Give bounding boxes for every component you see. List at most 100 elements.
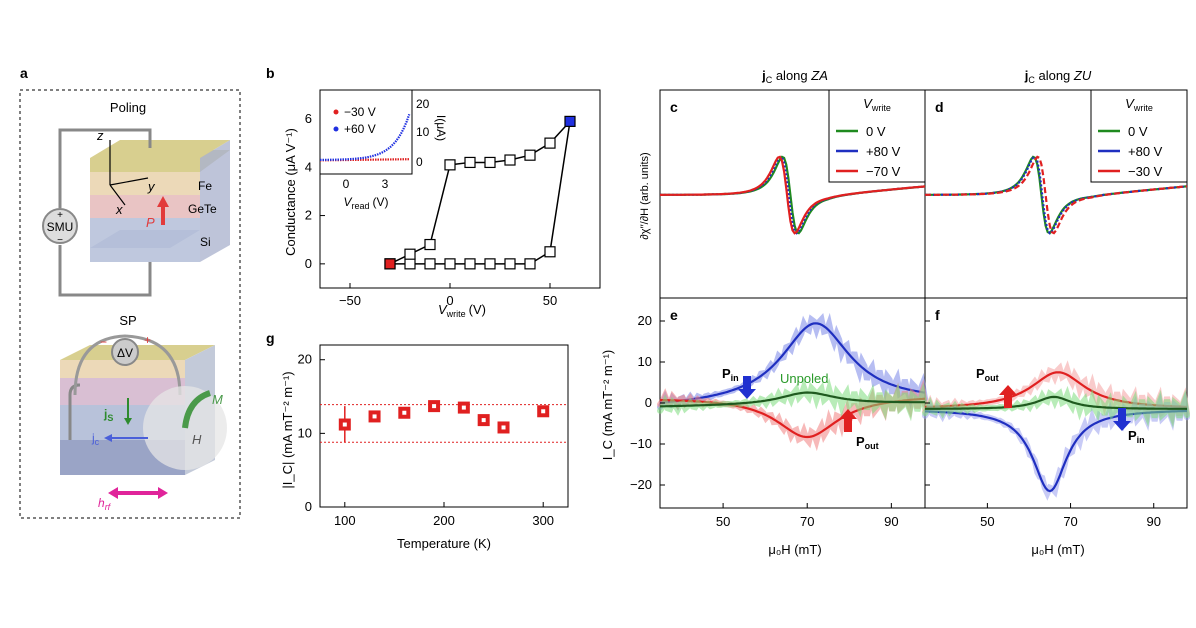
magnetization-arrow bbox=[182, 390, 212, 429]
panel-label-b: b bbox=[266, 65, 275, 81]
inset-ytick-10: 10 bbox=[416, 125, 430, 139]
g-xtick-label: 300 bbox=[532, 513, 554, 528]
panel-b-data bbox=[384, 115, 576, 270]
b-point bbox=[384, 258, 396, 270]
js-label: jS bbox=[103, 407, 113, 423]
b-xtick-label: −50 bbox=[339, 293, 361, 308]
lower-ytick-label: −20 bbox=[630, 477, 652, 492]
b-point bbox=[444, 159, 456, 171]
delta-v-circle bbox=[111, 338, 139, 366]
b-ytick-label: 4 bbox=[305, 159, 312, 174]
legend-c-box bbox=[828, 89, 926, 183]
g-ytick-label: 10 bbox=[298, 425, 312, 440]
panel-a-frame bbox=[19, 89, 241, 519]
smu-minus: − bbox=[57, 235, 63, 246]
legend-d-title: Vwrite bbox=[1125, 96, 1153, 113]
bottom-xtick-label: 70 bbox=[1063, 514, 1077, 529]
b-point bbox=[404, 248, 416, 260]
column-title-za: jC along ZA bbox=[761, 68, 828, 85]
x-axis-line bbox=[109, 184, 126, 206]
inset-legend-red-dot bbox=[333, 109, 339, 115]
panel-b-xlabel: Vwrite (V) bbox=[438, 302, 486, 319]
panel-g-xlabel: Temperature (K) bbox=[397, 536, 491, 551]
g-point-center bbox=[501, 425, 506, 430]
field-h-label: H bbox=[192, 432, 202, 447]
b-point bbox=[404, 258, 416, 270]
bottom-xlabel-e: μ₀H (mT) bbox=[768, 542, 821, 557]
c-curve-70V bbox=[660, 155, 926, 235]
inset-xlabel: Vread (V) bbox=[343, 195, 388, 211]
panel-label-g: g bbox=[266, 330, 275, 346]
b-xtick-label: 50 bbox=[543, 293, 557, 308]
b-ytick-label: 0 bbox=[305, 256, 312, 271]
inset-ylabel: I(μA) bbox=[434, 115, 448, 141]
upper-ylabel: ∂χ′′/∂H (arb. units) bbox=[639, 152, 651, 239]
f-pin-arrow bbox=[1118, 408, 1126, 422]
axis-y-label: y bbox=[147, 179, 156, 194]
bottom-xtick-label: 90 bbox=[1146, 514, 1160, 529]
b-point bbox=[444, 258, 456, 270]
lower-ytick-label: 0 bbox=[645, 395, 652, 410]
inset-ytick-20: 20 bbox=[416, 97, 430, 111]
legend-d-label-2: −30 V bbox=[1128, 164, 1163, 179]
js-arrowhead bbox=[124, 418, 132, 425]
poling-stack bbox=[90, 140, 230, 262]
b-point bbox=[424, 238, 436, 251]
smu-label: SMU bbox=[47, 220, 74, 234]
b-point bbox=[484, 156, 496, 169]
legend-c-label-2: −70 V bbox=[866, 164, 901, 179]
f-pin-label: Pin bbox=[1128, 428, 1145, 445]
panel-b-frame bbox=[319, 89, 601, 289]
y-axis-line bbox=[109, 177, 149, 186]
column-title-zu: jC along ZU bbox=[1024, 68, 1092, 85]
e-pout-arrow bbox=[844, 418, 852, 432]
inset-legend-blue: +60 V bbox=[344, 122, 376, 136]
inset-xtick-3: 3 bbox=[382, 177, 389, 191]
lower-ytick-label: 20 bbox=[638, 313, 652, 328]
smu-wire bbox=[58, 128, 152, 297]
panel-label-f: f bbox=[935, 307, 940, 323]
g-xtick-label: 100 bbox=[334, 513, 356, 528]
axis-z-label: z bbox=[96, 128, 104, 143]
panel-g-ticks: 100 200 300 0 10 20 bbox=[298, 352, 555, 528]
panel-cf-curves bbox=[657, 155, 1190, 501]
g-point-center bbox=[342, 422, 347, 427]
polarization-arrowhead bbox=[157, 196, 169, 207]
g-point-center bbox=[541, 409, 546, 414]
sp-plus: + bbox=[144, 333, 151, 347]
sp-wire bbox=[73, 334, 182, 396]
f-pout-arrow bbox=[1004, 394, 1012, 408]
panel-g-data bbox=[320, 400, 568, 443]
b-point bbox=[464, 258, 476, 270]
g-ytick-label: 0 bbox=[305, 499, 312, 514]
legend-d-label-0: 0 V bbox=[1128, 124, 1148, 139]
sp-minus: − bbox=[100, 335, 107, 349]
b-point bbox=[504, 154, 516, 166]
e-unpoled-label: Unpoled bbox=[780, 371, 828, 386]
inset-ytick-0: 0 bbox=[416, 155, 423, 169]
panel-g-ylabel: |I_C| (mA mT⁻² m⁻¹) bbox=[280, 371, 295, 488]
g-ytick-label: 20 bbox=[298, 352, 312, 367]
b-point bbox=[464, 156, 476, 169]
g-point-center bbox=[372, 414, 377, 419]
e-curve-unpoled bbox=[659, 391, 925, 408]
g-point-center bbox=[402, 410, 407, 415]
legend-c-label-0: 0 V bbox=[866, 124, 886, 139]
bottom-xtick-label: 50 bbox=[716, 514, 730, 529]
panel-g-frame bbox=[319, 344, 569, 508]
lower-ylabel: I_C (mA mT⁻² m⁻¹) bbox=[600, 350, 615, 461]
g-point-center bbox=[481, 418, 486, 423]
b-ytick-label: 2 bbox=[305, 208, 312, 223]
legend-c-title: Vwrite bbox=[863, 96, 891, 113]
bottom-xtick-label: 70 bbox=[800, 514, 814, 529]
layer-gete: GeTe bbox=[188, 202, 217, 216]
layer-fe: Fe bbox=[198, 179, 212, 193]
panel-b-ticks: −50 0 50 0 2 4 6 bbox=[305, 111, 557, 308]
e-pout-label: Pout bbox=[856, 434, 879, 451]
panel-label-c: c bbox=[670, 99, 678, 115]
panel-label-a: a bbox=[20, 65, 28, 81]
lower-yticks: 20 10 0 −10 −20 bbox=[630, 313, 930, 492]
panel-label-e: e bbox=[670, 307, 678, 323]
panel-b-ylabel: Conductance (μA V⁻¹) bbox=[283, 128, 298, 256]
